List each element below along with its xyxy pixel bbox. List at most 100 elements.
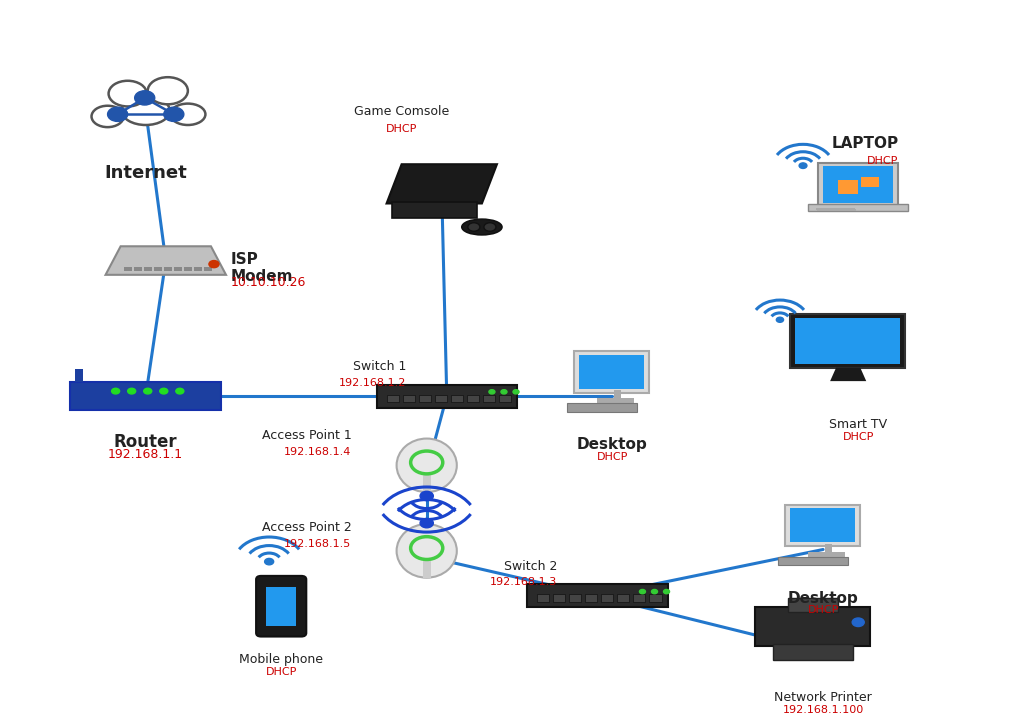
Circle shape <box>776 317 783 323</box>
Ellipse shape <box>396 438 457 492</box>
Text: ISP
Modem: ISP Modem <box>231 252 294 285</box>
Circle shape <box>128 388 135 394</box>
Bar <box>194 267 202 272</box>
Bar <box>861 177 880 187</box>
Bar <box>567 403 637 412</box>
Circle shape <box>664 590 670 594</box>
Circle shape <box>209 261 219 268</box>
Text: DHCP: DHCP <box>386 124 418 133</box>
Bar <box>634 595 645 601</box>
Bar <box>838 180 858 194</box>
Bar <box>816 207 854 210</box>
Bar <box>580 355 644 389</box>
Bar <box>76 369 84 381</box>
Circle shape <box>176 388 184 394</box>
Bar <box>818 163 898 205</box>
Ellipse shape <box>122 96 170 125</box>
Ellipse shape <box>147 77 187 104</box>
Bar <box>537 595 549 601</box>
Bar <box>134 267 141 272</box>
Bar <box>778 557 848 565</box>
Bar <box>586 595 597 601</box>
Text: 192.168.1.1: 192.168.1.1 <box>109 448 183 461</box>
Text: Switch 1: Switch 1 <box>353 360 407 373</box>
Text: 192.168.1.100: 192.168.1.100 <box>782 705 863 715</box>
Bar <box>387 395 398 402</box>
Text: LAPTOP: LAPTOP <box>831 136 898 151</box>
Bar <box>614 390 622 400</box>
Ellipse shape <box>170 103 206 125</box>
Circle shape <box>420 518 433 528</box>
Circle shape <box>108 107 128 122</box>
Bar <box>467 395 479 402</box>
Bar <box>773 644 853 660</box>
FancyBboxPatch shape <box>256 576 306 636</box>
Circle shape <box>160 388 168 394</box>
Circle shape <box>639 590 645 594</box>
Bar <box>823 166 893 203</box>
Text: Switch 2: Switch 2 <box>504 560 557 573</box>
Ellipse shape <box>109 81 146 106</box>
Bar <box>204 267 212 272</box>
Text: Access Point 2: Access Point 2 <box>262 521 351 534</box>
Bar <box>124 267 132 272</box>
Ellipse shape <box>122 96 170 125</box>
Circle shape <box>164 107 184 122</box>
Circle shape <box>484 223 496 232</box>
Bar <box>574 351 649 392</box>
Text: Internet: Internet <box>104 165 187 182</box>
Bar <box>164 267 172 272</box>
Bar <box>423 475 431 492</box>
Bar <box>377 384 517 408</box>
Text: DHCP: DHCP <box>867 156 898 166</box>
Bar <box>483 395 495 402</box>
Circle shape <box>143 388 152 394</box>
Bar <box>788 598 838 612</box>
Ellipse shape <box>170 103 206 125</box>
Bar <box>184 267 191 272</box>
Ellipse shape <box>91 106 124 127</box>
Ellipse shape <box>91 106 124 127</box>
Circle shape <box>488 389 495 394</box>
Bar <box>601 595 613 601</box>
Circle shape <box>852 618 864 627</box>
Text: DHCP: DHCP <box>843 432 873 442</box>
Circle shape <box>651 590 657 594</box>
Bar <box>143 267 152 272</box>
Bar <box>790 314 905 368</box>
Bar <box>790 508 855 542</box>
Text: Desktop: Desktop <box>577 438 648 453</box>
Bar <box>499 395 511 402</box>
Text: Mobile phone: Mobile phone <box>240 653 324 666</box>
Bar <box>617 595 630 601</box>
Text: 10.10.10.26: 10.10.10.26 <box>231 276 306 289</box>
Circle shape <box>501 389 507 394</box>
Bar <box>569 595 582 601</box>
Bar <box>402 395 415 402</box>
Text: 192.168.1.3: 192.168.1.3 <box>489 577 557 587</box>
Text: DHCP: DHCP <box>807 605 839 615</box>
Bar <box>795 317 900 364</box>
Polygon shape <box>105 246 226 274</box>
Bar <box>825 544 833 553</box>
Text: 192.168.1.4: 192.168.1.4 <box>284 448 351 457</box>
Circle shape <box>513 389 519 394</box>
Text: Desktop: Desktop <box>787 591 858 606</box>
Bar <box>266 587 296 626</box>
Bar <box>597 398 635 405</box>
Text: DHCP: DHCP <box>265 667 297 677</box>
Circle shape <box>264 558 273 565</box>
Bar <box>553 595 565 601</box>
Bar <box>435 395 446 402</box>
Bar <box>755 606 870 646</box>
Circle shape <box>112 388 120 394</box>
Bar <box>174 267 182 272</box>
Text: 192.168.1.5: 192.168.1.5 <box>285 539 351 550</box>
Text: Access Point 1: Access Point 1 <box>262 430 351 443</box>
Text: Network Printer: Network Printer <box>774 691 872 704</box>
Bar <box>527 585 668 607</box>
Ellipse shape <box>462 219 502 235</box>
Polygon shape <box>830 368 866 381</box>
Bar <box>649 595 662 601</box>
Bar <box>423 561 431 578</box>
